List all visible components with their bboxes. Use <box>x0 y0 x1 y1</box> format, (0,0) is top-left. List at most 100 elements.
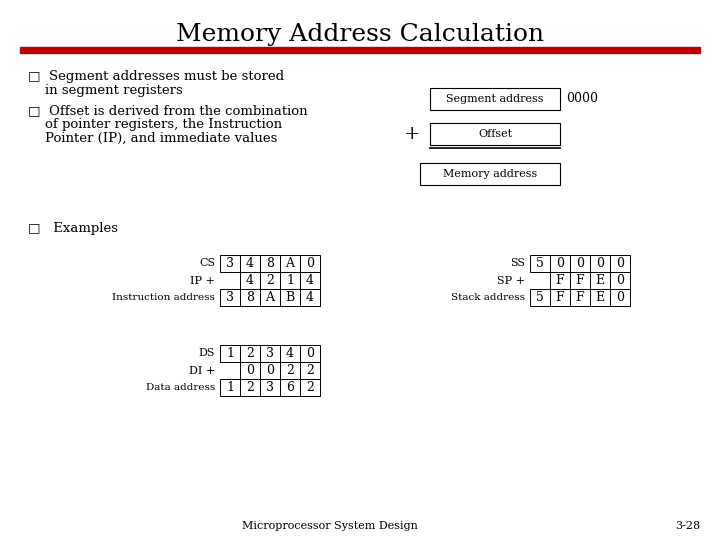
Text: 8: 8 <box>246 291 254 304</box>
Text: SP +: SP + <box>497 275 525 286</box>
Bar <box>20 47 700 53</box>
Bar <box>260 255 280 272</box>
Text: 5: 5 <box>536 257 544 270</box>
Bar <box>240 289 260 306</box>
Text: Memory address: Memory address <box>443 169 537 179</box>
Text: SS: SS <box>510 259 525 268</box>
Text: Segment address: Segment address <box>446 94 544 104</box>
Text: 6: 6 <box>286 381 294 394</box>
Text: 8: 8 <box>266 257 274 270</box>
Bar <box>240 255 260 272</box>
Text: IP +: IP + <box>190 275 215 286</box>
Text: 4: 4 <box>246 257 254 270</box>
Text: F: F <box>576 274 585 287</box>
Text: 1: 1 <box>226 381 234 394</box>
Text: 0: 0 <box>556 257 564 270</box>
Bar <box>420 163 560 185</box>
Text: 5: 5 <box>536 291 544 304</box>
Bar <box>280 362 300 379</box>
Bar <box>300 255 320 272</box>
Bar <box>260 289 280 306</box>
Bar <box>610 255 630 272</box>
Bar <box>240 272 260 289</box>
Text: 0: 0 <box>306 257 314 270</box>
Bar <box>280 255 300 272</box>
Bar <box>280 272 300 289</box>
Text: in segment registers: in segment registers <box>28 84 183 97</box>
Bar <box>530 255 550 272</box>
Text: Memory Address Calculation: Memory Address Calculation <box>176 24 544 46</box>
Text: Offset: Offset <box>478 129 512 139</box>
Text: Microprocessor System Design: Microprocessor System Design <box>242 521 418 531</box>
Bar <box>550 289 570 306</box>
Bar <box>220 345 240 362</box>
Text: E: E <box>595 274 605 287</box>
Bar <box>570 255 590 272</box>
Text: Stack address: Stack address <box>451 293 525 302</box>
Text: CS: CS <box>199 259 215 268</box>
Text: 2: 2 <box>246 381 254 394</box>
Bar <box>530 289 550 306</box>
Bar <box>280 289 300 306</box>
Text: 0: 0 <box>616 257 624 270</box>
Bar <box>610 289 630 306</box>
Text: □  Segment addresses must be stored: □ Segment addresses must be stored <box>28 70 284 83</box>
Text: F: F <box>556 291 564 304</box>
Bar <box>260 345 280 362</box>
Text: 0000: 0000 <box>566 92 598 105</box>
Bar <box>220 379 240 396</box>
Bar <box>240 345 260 362</box>
Bar <box>550 272 570 289</box>
Text: F: F <box>576 291 585 304</box>
Text: Data address: Data address <box>145 383 215 392</box>
Bar <box>430 123 560 145</box>
Bar <box>220 255 240 272</box>
Bar <box>550 255 570 272</box>
Text: 2: 2 <box>286 364 294 377</box>
Text: 3-28: 3-28 <box>675 521 700 531</box>
Bar <box>610 272 630 289</box>
Text: DS: DS <box>199 348 215 359</box>
Bar <box>260 379 280 396</box>
Bar <box>260 362 280 379</box>
Text: 0: 0 <box>246 364 254 377</box>
Text: Pointer (IP), and immediate values: Pointer (IP), and immediate values <box>28 132 277 145</box>
Text: Instruction address: Instruction address <box>112 293 215 302</box>
Text: B: B <box>285 291 294 304</box>
Text: 0: 0 <box>616 274 624 287</box>
Text: +: + <box>404 125 420 143</box>
Text: A: A <box>286 257 294 270</box>
Bar <box>570 272 590 289</box>
Text: 4: 4 <box>246 274 254 287</box>
Text: □  Offset is derived from the combination: □ Offset is derived from the combination <box>28 104 307 117</box>
Text: A: A <box>266 291 274 304</box>
Text: 0: 0 <box>596 257 604 270</box>
Bar <box>280 379 300 396</box>
Bar <box>300 379 320 396</box>
Bar <box>240 379 260 396</box>
Text: 3: 3 <box>226 257 234 270</box>
Text: of pointer registers, the Instruction: of pointer registers, the Instruction <box>28 118 282 131</box>
Text: 2: 2 <box>246 347 254 360</box>
Bar <box>590 272 610 289</box>
Text: 3: 3 <box>266 381 274 394</box>
Text: 3: 3 <box>266 347 274 360</box>
Bar <box>260 272 280 289</box>
Bar <box>220 289 240 306</box>
Bar <box>590 255 610 272</box>
Text: 2: 2 <box>266 274 274 287</box>
Text: 4: 4 <box>306 291 314 304</box>
Text: 1: 1 <box>286 274 294 287</box>
Bar <box>280 345 300 362</box>
Bar <box>300 345 320 362</box>
Text: 0: 0 <box>616 291 624 304</box>
Bar <box>300 272 320 289</box>
Bar <box>240 362 260 379</box>
Text: 0: 0 <box>266 364 274 377</box>
Bar <box>300 289 320 306</box>
Text: E: E <box>595 291 605 304</box>
Text: 4: 4 <box>306 274 314 287</box>
Text: 3: 3 <box>226 291 234 304</box>
Text: 0: 0 <box>306 347 314 360</box>
Text: 2: 2 <box>306 381 314 394</box>
